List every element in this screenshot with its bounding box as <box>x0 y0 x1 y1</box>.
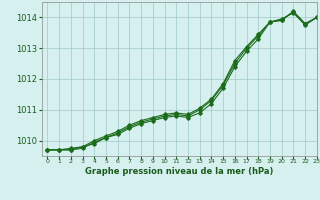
X-axis label: Graphe pression niveau de la mer (hPa): Graphe pression niveau de la mer (hPa) <box>85 167 273 176</box>
